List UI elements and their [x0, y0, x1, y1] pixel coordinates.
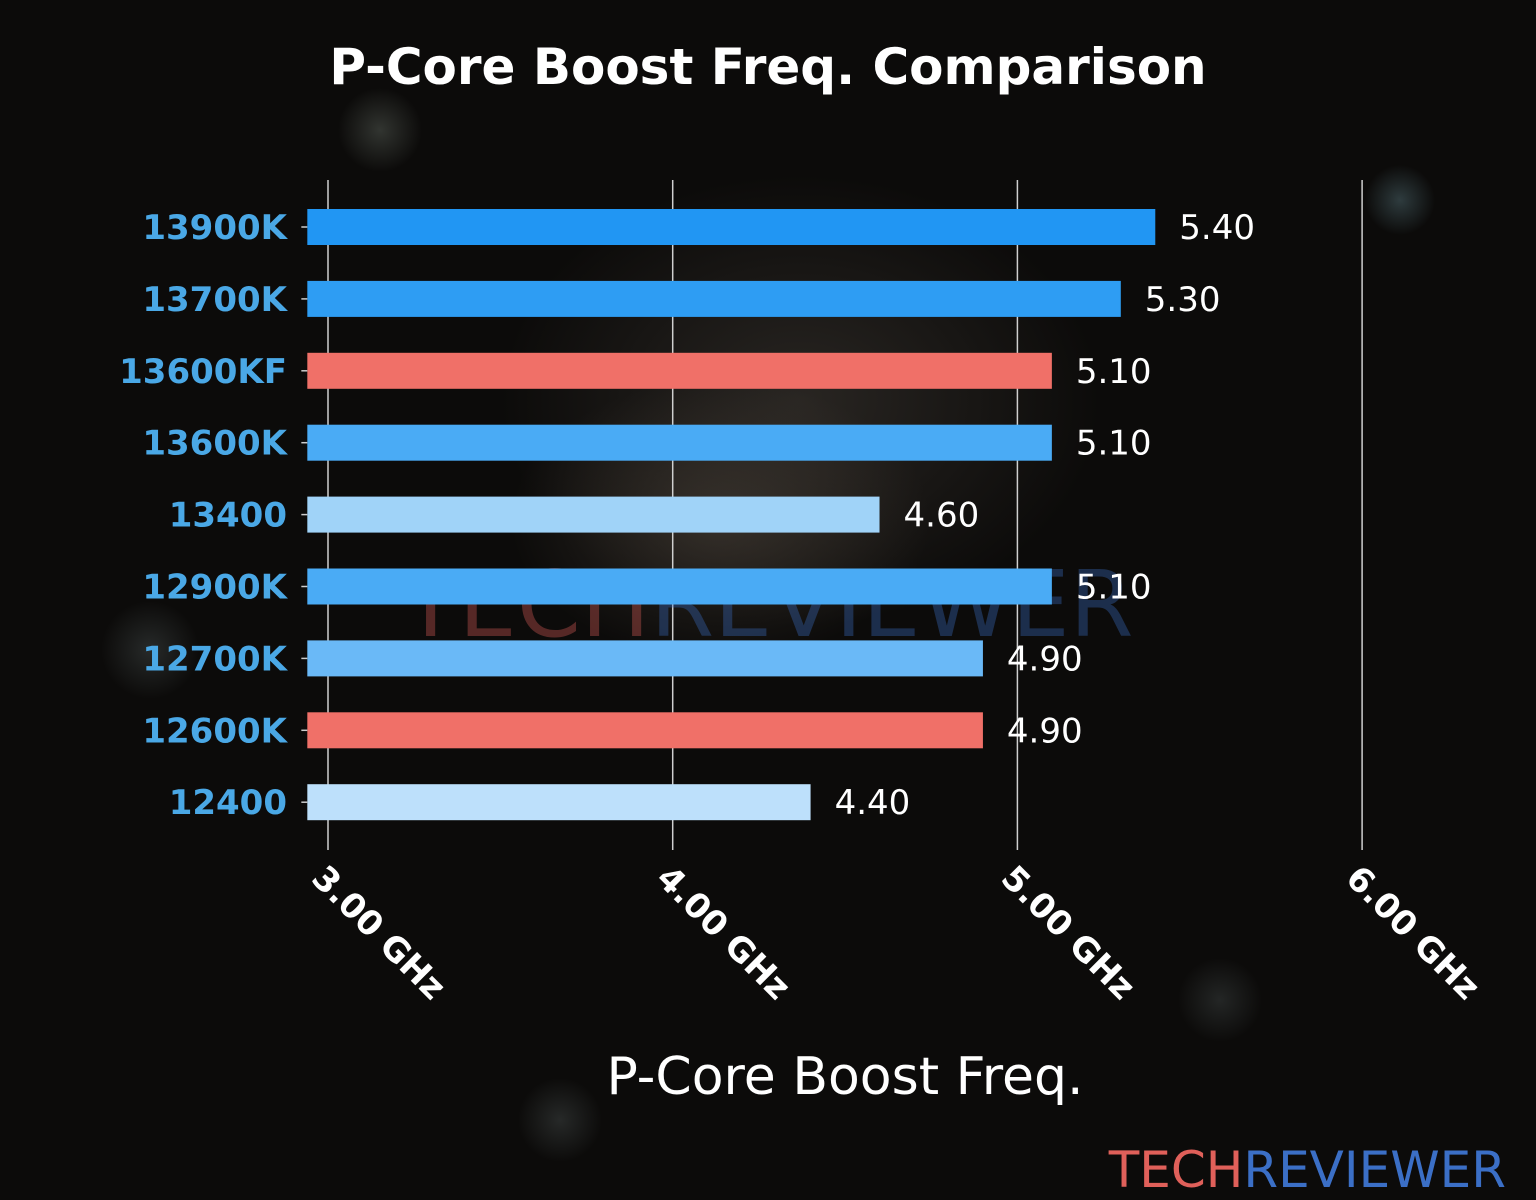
bar-13700K	[307, 280, 1121, 317]
category-label: 13900K	[142, 208, 288, 248]
logo-reviewer: REVIEWER	[1243, 1141, 1506, 1199]
x-tick-label: 5.00 GHz	[993, 858, 1143, 1008]
category-label: 12400	[169, 783, 287, 823]
value-label: 4.60	[904, 496, 980, 536]
value-label: 5.40	[1179, 208, 1255, 248]
bar-12600K	[307, 712, 983, 749]
bar-13900K	[307, 209, 1156, 245]
logo-tech: TECH	[1108, 1141, 1244, 1199]
chart-title: P-Core Boost Freq. Comparison	[329, 38, 1206, 96]
x-tick-label: 6.00 GHz	[1338, 858, 1488, 1008]
category-label: 13700K	[142, 280, 288, 320]
value-label: 5.10	[1076, 352, 1152, 392]
category-label: 13600K	[142, 424, 288, 464]
category-label: 13600KF	[119, 352, 287, 392]
bar-13600K	[307, 424, 1052, 461]
value-label: 5.10	[1076, 568, 1152, 608]
techreviewer-logo: TECHREVIEWER	[1108, 1141, 1506, 1199]
x-axis-label: P-Core Boost Freq.	[606, 1047, 1083, 1107]
value-label: 5.30	[1145, 280, 1221, 320]
bar-13400	[307, 496, 880, 533]
value-label: 5.10	[1076, 424, 1152, 464]
x-tick-label: 4.00 GHz	[648, 858, 798, 1008]
bar-13600KF	[307, 352, 1052, 389]
category-label: 12600K	[142, 711, 288, 751]
value-label: 4.40	[835, 783, 911, 823]
x-tick-label: 3.00 GHz	[304, 858, 454, 1008]
bar-12400	[307, 784, 811, 821]
bar-12700K	[307, 640, 983, 677]
bar-12900K	[307, 568, 1052, 605]
category-label: 12900K	[142, 568, 288, 608]
value-label: 4.90	[1007, 711, 1083, 751]
category-label: 12700K	[142, 639, 288, 679]
value-label: 4.90	[1007, 639, 1083, 679]
category-label: 13400	[169, 496, 287, 536]
